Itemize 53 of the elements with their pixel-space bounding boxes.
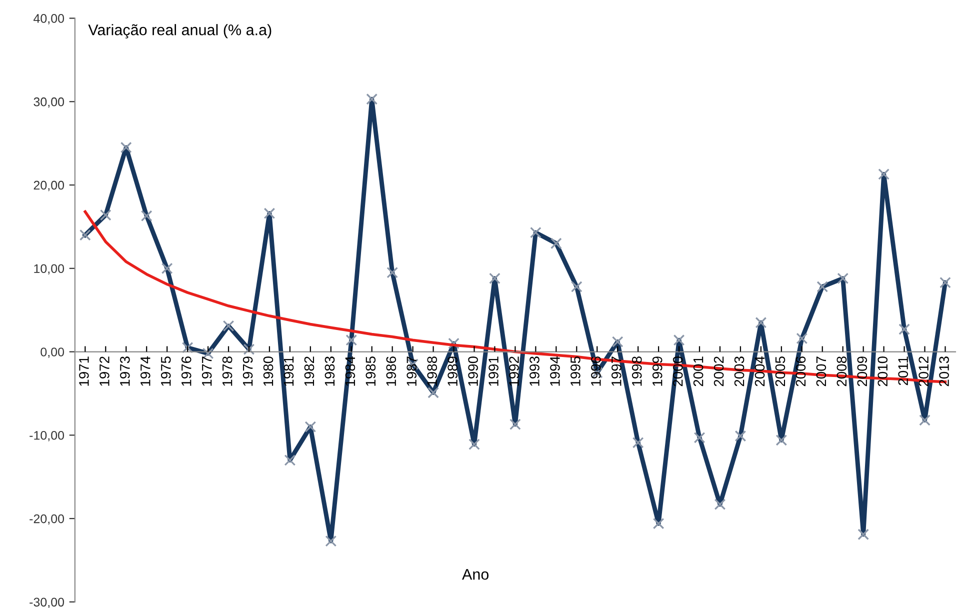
x-tick-label: 1980 (263, 356, 274, 386)
x-tick-label: 2009 (857, 356, 868, 386)
x-tick-label: 1994 (550, 356, 560, 386)
x-tick-label: 2004 (754, 356, 765, 386)
x-tick-label: 1995 (570, 356, 580, 386)
x-tick-label: 1986 (386, 356, 396, 386)
x-tick-label: 1989 (448, 356, 458, 386)
x-tick-label: 2010 (878, 356, 888, 386)
x-tick-label: 1976 (181, 356, 192, 386)
y-tick-label: -30,00 (30, 598, 64, 608)
y-tick-label: -10,00 (30, 430, 64, 442)
y-tick-label: 30,00 (34, 97, 64, 108)
x-tick-label: 1991 (488, 356, 498, 386)
x-tick-label: 2005 (775, 356, 786, 386)
x-tick-label: 1992 (509, 356, 519, 386)
x-tick-label: 1971 (79, 356, 89, 386)
x-tick-label: 1983 (324, 356, 335, 386)
x-tick-label: 2001 (693, 356, 704, 386)
x-tick-label: 2000 (672, 356, 683, 386)
x-axis-title: Ano (462, 569, 489, 580)
x-tick-label: 1972 (100, 356, 110, 386)
y-tick-label: -20,00 (30, 514, 64, 525)
x-tick-label: 1974 (140, 356, 150, 386)
x-tick-label: 1982 (304, 356, 314, 386)
x-tick-label: 2007 (816, 356, 826, 386)
x-tick-label: 2013 (939, 356, 949, 386)
x-tick-label: 1998 (632, 356, 642, 386)
x-tick-label: 2003 (734, 356, 744, 386)
x-tick-label: 1975 (160, 356, 171, 386)
x-tick-label: 2011 (898, 356, 908, 386)
x-tick-label: 1984 (345, 356, 356, 386)
y-tick-label: 10,00 (34, 264, 64, 275)
x-tick-label: 1988 (427, 356, 438, 386)
y-axis-title: Variação real anual (% a.a) (88, 24, 272, 38)
x-tick-label: 2002 (714, 356, 724, 386)
x-tick-label: 1997 (611, 356, 622, 386)
y-tick-label: 0,00 (40, 348, 64, 358)
x-tick-label: 1996 (591, 356, 601, 386)
x-tick-label: 1973 (120, 356, 130, 386)
x-tick-label: 1987 (406, 356, 417, 386)
x-tick-label: 1990 (468, 356, 478, 386)
y-tick-label: 20,00 (34, 180, 64, 192)
x-tick-label: 1985 (366, 356, 376, 386)
x-tick-label: 2008 (836, 356, 847, 386)
x-tick-label: 1981 (284, 356, 294, 386)
x-tick-label: 2006 (796, 356, 806, 386)
x-tick-label: 2012 (918, 356, 928, 386)
x-tick-label: 1993 (530, 356, 540, 386)
y-tick-label: 40,00 (34, 14, 64, 24)
x-tick-label: 1999 (652, 356, 662, 386)
x-tick-label: 1978 (222, 356, 232, 386)
x-tick-label: 1977 (202, 356, 212, 386)
x-tick-label: 1979 (242, 356, 253, 386)
